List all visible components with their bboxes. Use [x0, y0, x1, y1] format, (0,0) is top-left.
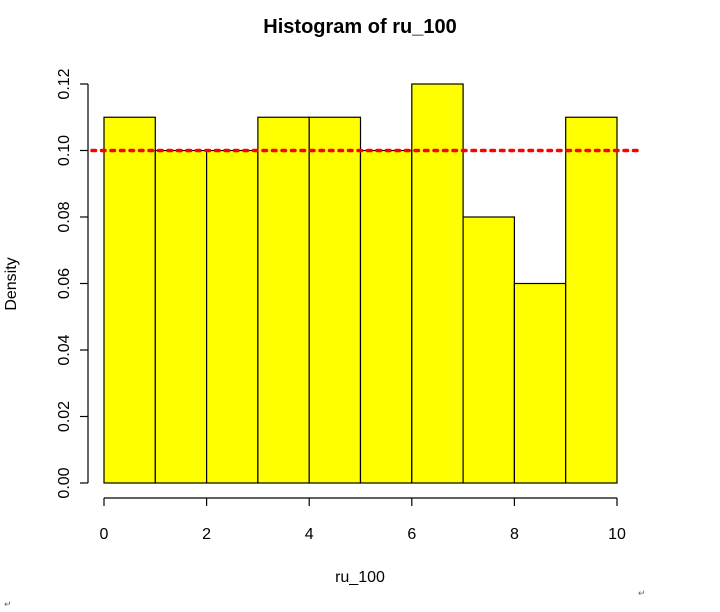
histogram-bar [462, 216, 516, 484]
y-tick-label: 0.02 [56, 401, 73, 432]
y-tick-label: 0.00 [56, 467, 73, 498]
bars-group [103, 83, 618, 484]
return-mark-left: ↵ [4, 599, 12, 609]
y-axis: 0.00 0.02 0.04 0.06 0.08 0.10 0.12 [56, 68, 89, 499]
histogram-bar [154, 149, 208, 484]
histogram-bar [513, 282, 567, 484]
histogram-bar [411, 83, 464, 484]
x-tick-label: 8 [510, 526, 519, 543]
x-axis-label: ru_100 [335, 569, 385, 586]
chart-title: Histogram of ru_100 [263, 16, 456, 38]
y-tick-label: 0.10 [56, 135, 73, 166]
x-tick-label: 6 [407, 526, 416, 543]
histogram-bar [206, 149, 259, 484]
y-tick-label: 0.06 [56, 268, 73, 299]
x-tick-label: 10 [608, 526, 626, 543]
return-mark-right: ↵ [638, 588, 646, 598]
y-tick-label: 0.08 [56, 201, 73, 232]
y-tick-label: 0.12 [56, 68, 73, 99]
histogram-bar [359, 149, 413, 484]
histogram-bar [103, 116, 156, 484]
x-tick-label: 0 [100, 526, 109, 543]
x-axis: 0 2 4 6 8 10 [100, 497, 626, 543]
histogram-bar [308, 116, 362, 484]
y-tick-label: 0.04 [56, 334, 73, 365]
histogram-bar [257, 116, 310, 484]
histogram-bar [565, 116, 618, 484]
x-tick-label: 2 [202, 526, 211, 543]
x-tick-label: 4 [305, 526, 314, 543]
y-axis-label: Density [3, 257, 20, 310]
